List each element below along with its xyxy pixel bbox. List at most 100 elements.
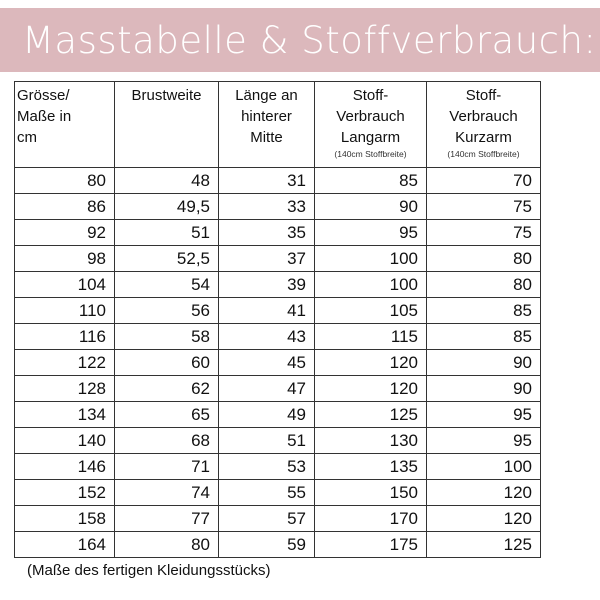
table-cell: 135 [314,453,427,480]
size-table: Grösse/Maße in cm Brustweite Länge an hinter… [14,81,541,558]
table-cell: 110 [14,297,115,324]
table-cell: 152 [14,479,115,506]
table-cell: 120 [314,349,427,376]
header-line: Kurzarm [455,129,512,146]
table-row: 146 71 53 135 100 [14,453,541,480]
header-line: Grösse/ [17,87,70,104]
table-cell: 31 [218,167,315,194]
table-row: 92 51 35 95 75 [14,219,541,246]
table-cell: 48 [114,167,219,194]
header-line: Langarm [340,129,401,146]
table-cell: 77 [114,505,219,532]
table-row: 80 48 31 85 70 [14,167,541,194]
table-header: Grösse/Maße in cm Brustweite Länge an hinter… [14,81,541,168]
table-row: 152 74 55 150 120 [14,479,541,506]
table-row: 158 77 57 170 120 [14,505,541,532]
table-body: 80 48 31 85 70 86 49,5 33 90 75 92 51 35 95 75 98 52,5 37… [14,167,541,558]
page-title: Masstabelle & Stoffverbrauch: [22,18,597,62]
table-cell: 75 [426,219,541,246]
table-row: 98 52,5 37 100 80 [14,245,541,272]
table-row: 86 49,5 33 90 75 [14,193,541,220]
table-cell: 100 [314,271,427,298]
fabric-width-note: (140cm Stoffbreite) [334,149,407,159]
table-row: 116 58 43 115 85 [14,323,541,350]
table-cell: 105 [314,297,427,324]
table-cell: 95 [426,427,541,454]
title-banner: Masstabelle & Stoffverbrauch: [0,8,600,72]
table-cell: 150 [314,479,427,506]
table-cell: 100 [426,453,541,480]
table-cell: 80 [14,167,115,194]
table-cell: 134 [14,401,115,428]
table-cell: 86 [14,193,115,220]
table-cell: 125 [426,531,541,558]
table-cell: 37 [218,245,315,272]
table-cell: 125 [314,401,427,428]
table-cell: 51 [114,219,219,246]
table-cell: 120 [426,479,541,506]
footnote: (Maße des fertigen Kleidungsstücks) [27,562,271,579]
table-cell: 140 [14,427,115,454]
table-cell: 57 [218,505,315,532]
table-cell: 130 [314,427,427,454]
table-cell: 33 [218,193,315,220]
table-cell: 175 [314,531,427,558]
table-cell: 120 [426,505,541,532]
table-cell: 74 [114,479,219,506]
header-line: Mitte [250,129,283,146]
header-fabric-short-sleeve: Stoff- Verbrauch Kurzarm (140cm Stoffbreite… [426,81,541,168]
table-cell: 98 [14,245,115,272]
table-cell: 90 [426,349,541,376]
table-cell: 41 [218,297,315,324]
table-cell: 54 [114,271,219,298]
table-cell: 53 [218,453,315,480]
table-cell: 90 [314,193,427,220]
table-row: 164 80 59 175 125 [14,531,541,558]
table-cell: 62 [114,375,219,402]
table-cell: 104 [14,271,115,298]
table-cell: 39 [218,271,315,298]
table-row: 140 68 51 130 95 [14,427,541,454]
table-cell: 95 [314,219,427,246]
table-cell: 85 [426,297,541,324]
header-fabric-long-sleeve: Stoff- Verbrauch Langarm (140cm Stoffbreite… [314,81,427,168]
table-cell: 170 [314,505,427,532]
table-cell: 146 [14,453,115,480]
table-cell: 122 [14,349,115,376]
header-back-length: Länge an hinterer Mitte [218,81,315,168]
table-row: 110 56 41 105 85 [14,297,541,324]
header-line: Verbrauch [449,108,518,125]
table-row: 122 60 45 120 90 [14,349,541,376]
table-cell: 70 [426,167,541,194]
table-cell: 85 [314,167,427,194]
header-line: Stoff- [465,87,502,104]
table-cell: 49 [218,401,315,428]
table-row: 104 54 39 100 80 [14,271,541,298]
header-line: cm [17,129,37,146]
table-cell: 71 [114,453,219,480]
table-cell: 68 [114,427,219,454]
table-row: 134 65 49 125 95 [14,401,541,428]
header-line: hinterer [241,108,292,125]
table-cell: 128 [14,375,115,402]
table-cell: 120 [314,375,427,402]
table-cell: 43 [218,323,315,350]
table-cell: 92 [14,219,115,246]
table-cell: 95 [426,401,541,428]
table-cell: 47 [218,375,315,402]
table-cell: 100 [314,245,427,272]
table-cell: 75 [426,193,541,220]
header-line: Maße in [17,108,72,125]
table-cell: 52,5 [114,245,219,272]
header-line: Länge an [235,87,298,104]
header-line: Stoff- [352,87,389,104]
table-cell: 65 [114,401,219,428]
table-cell: 51 [218,427,315,454]
table-cell: 45 [218,349,315,376]
table-cell: 158 [14,505,115,532]
table-cell: 35 [218,219,315,246]
table-cell: 80 [426,271,541,298]
header-row: Grösse/Maße in cm Brustweite Länge an hinter… [14,81,541,168]
table-cell: 80 [114,531,219,558]
table-cell: 58 [114,323,219,350]
